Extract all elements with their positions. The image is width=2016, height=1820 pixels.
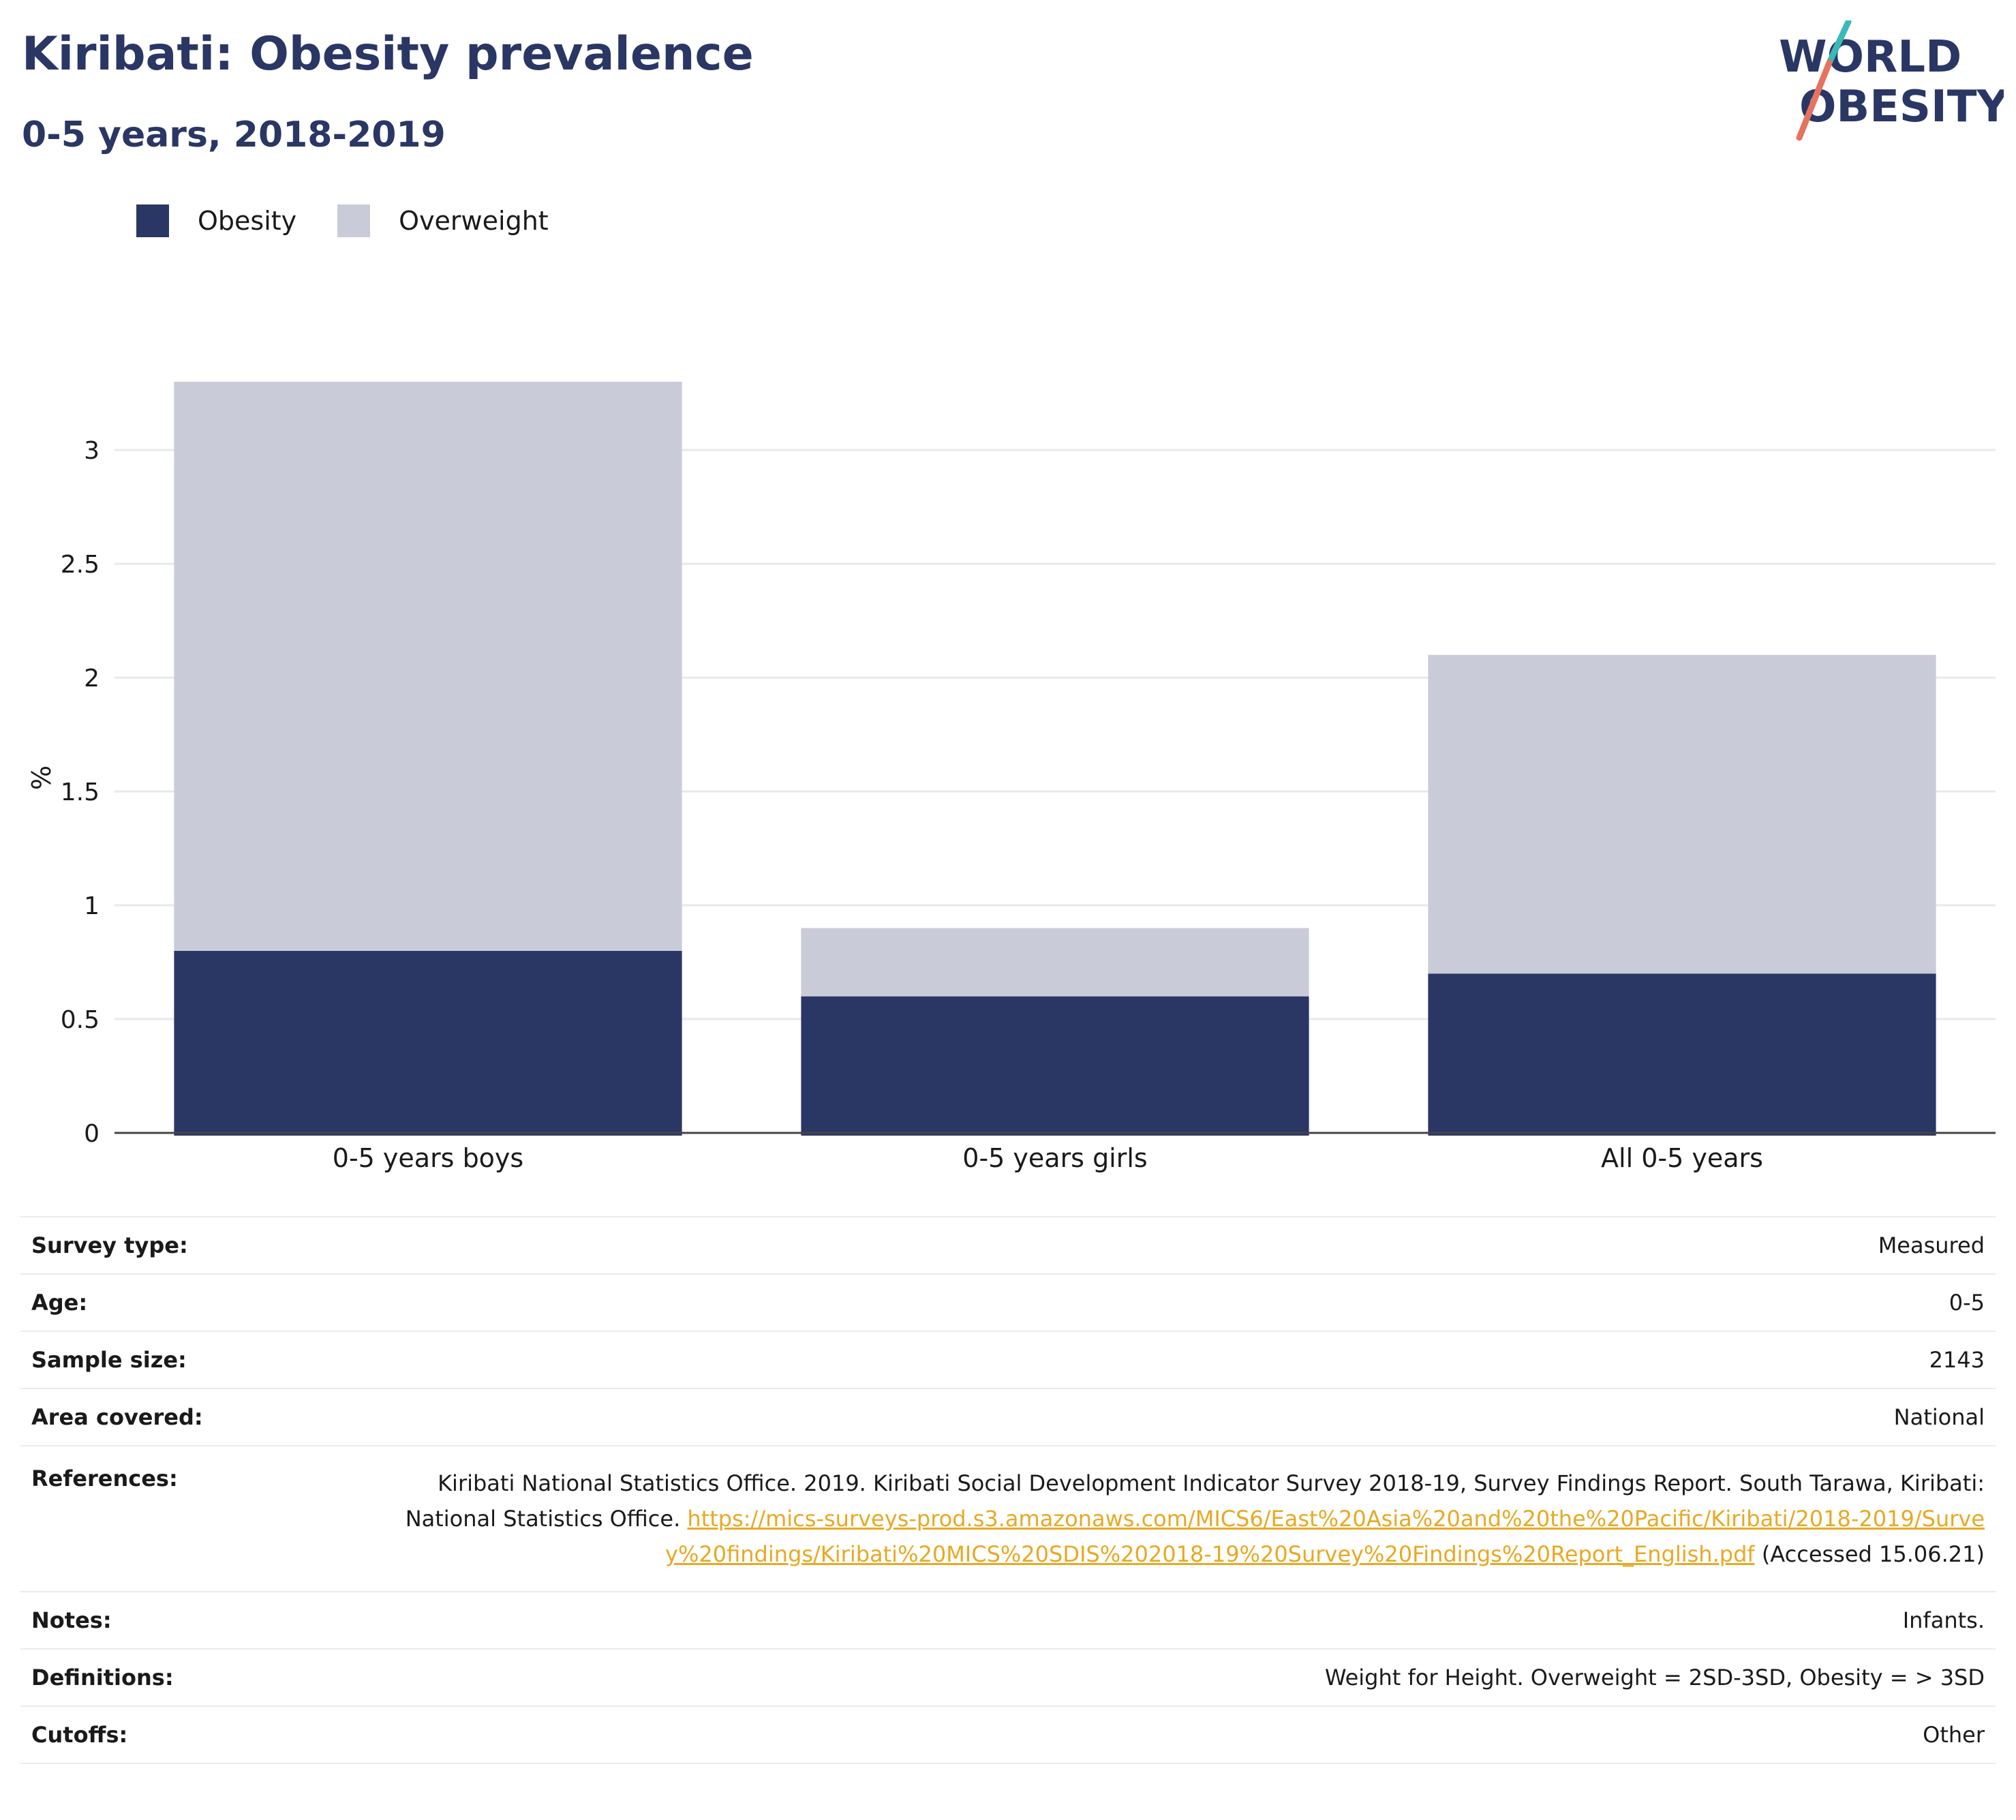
meta-label-cutoffs: Cutoffs: (31, 1722, 128, 1748)
chart-title: Kiribati: Obesity prevalence (22, 27, 754, 81)
meta-value-age: 0-5 (1949, 1290, 1985, 1316)
chart-subtitle: 0-5 years, 2018-2019 (22, 115, 446, 155)
reference-text: Kiribati National Statistics Office. 201… (405, 1470, 1985, 1532)
logo-text-world: WORLD (1779, 32, 1961, 82)
meta-row-area: Area covered: National (20, 1389, 1996, 1446)
legend-label-obesity: Obesity (198, 206, 297, 236)
y-tick-label: 2 (84, 665, 100, 693)
logo-slash-coral (1796, 59, 1833, 141)
legend-label-overweight: Overweight (399, 206, 549, 236)
meta-row-survey-type: Survey type: Measured (20, 1217, 1996, 1274)
legend-item-overweight[interactable]: Overweight (337, 204, 549, 237)
y-tick-label: 1.5 (61, 778, 100, 806)
bar-overweight-2 (801, 928, 1309, 997)
bar-overweight-1 (174, 382, 682, 951)
meta-label-references: References: (31, 1466, 178, 1491)
survey-metadata-table: Survey type: Measured Age: 0-5 Sample si… (20, 1216, 1996, 1764)
legend-swatch-obesity (136, 204, 169, 237)
meta-label-notes: Notes: (31, 1607, 112, 1633)
y-tick-label: 0.5 (61, 1006, 100, 1034)
legend-swatch-overweight (337, 204, 371, 237)
bar-chart: 0 0.5 1 1.5 2 2.5 3% 0-5 years boys 0-5 years gi… (27, 382, 1996, 1173)
meta-row-age: Age: 0-5 (20, 1274, 1996, 1331)
meta-label-age: Age: (31, 1290, 88, 1316)
meta-label-definitions: Definitions: (31, 1665, 174, 1690)
meta-row-definitions: Definitions: Weight for Height. Overweig… (20, 1649, 1996, 1706)
world-obesity-logo[interactable]: WORLD OBESITY (1772, 20, 2004, 143)
logo-slash-teal (1826, 20, 1852, 66)
meta-value-survey-type: Measured (1878, 1232, 1985, 1258)
reference-accessed: (Accessed 15.06.21) (1761, 1541, 1985, 1567)
meta-row-sample-size: Sample size: 2143 (20, 1331, 1996, 1389)
meta-label-area: Area covered: (31, 1404, 203, 1430)
legend-item-obesity[interactable]: Obesity (136, 204, 296, 237)
y-tick-label: 0 (84, 1120, 100, 1148)
meta-label-survey-type: Survey type: (31, 1232, 188, 1258)
meta-value-references: Kiribati National Statistics Office. 201… (383, 1446, 1996, 1592)
meta-row-cutoffs: Cutoffs: Other (20, 1706, 1996, 1763)
x-tick-label: All 0-5 years (1601, 1143, 1763, 1173)
meta-row-references: References: Kiribati National Statistics… (20, 1446, 1996, 1592)
y-tick-label: 2.5 (61, 551, 100, 579)
y-tick-label: 1 (84, 892, 100, 920)
logo-text-obesity: OBESITY (1799, 82, 2004, 132)
meta-value-area: National (1893, 1404, 1985, 1430)
meta-value-sample-size: 2143 (1929, 1347, 1985, 1373)
bar-obesity-2 (801, 996, 1309, 1136)
meta-value-cutoffs: Other (1923, 1722, 1985, 1748)
bar-obesity-3 (1428, 973, 1936, 1136)
meta-value-notes: Infants. (1902, 1607, 1985, 1633)
x-tick-label: 0-5 years boys (333, 1143, 523, 1173)
meta-label-sample-size: Sample size: (31, 1347, 187, 1373)
reference-link[interactable]: https://mics-surveys-prod.s3.amazonaws.c… (665, 1506, 1985, 1567)
y-axis-title: % (27, 765, 57, 790)
chart-legend: Obesity Overweight (136, 204, 590, 237)
x-tick-label: 0-5 years girls (962, 1143, 1147, 1173)
meta-value-definitions: Weight for Height. Overweight = 2SD-3SD,… (1324, 1665, 1985, 1690)
meta-row-notes: Notes: Infants. (20, 1592, 1996, 1649)
y-tick-label: 3 (84, 437, 100, 465)
bar-overweight-3 (1428, 654, 1936, 974)
bar-obesity-1 (174, 950, 682, 1136)
